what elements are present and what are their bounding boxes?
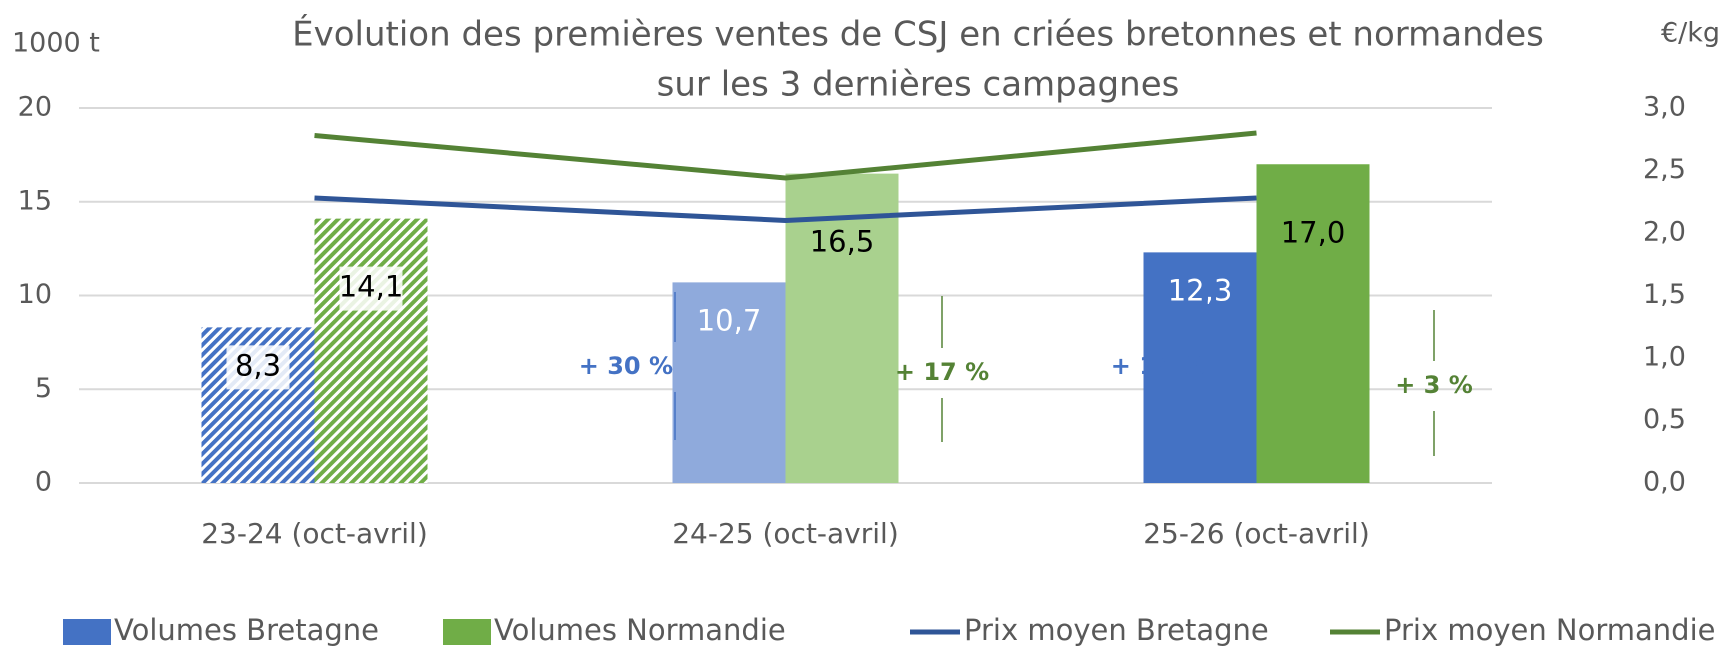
label-background (339, 266, 403, 311)
data-label: 16,5 (810, 225, 875, 259)
legend-label: Prix moyen Bretagne (964, 613, 1269, 647)
y2-axis-label: €/kg (1661, 18, 1720, 49)
price-line (314, 130, 1257, 181)
legend-swatch (63, 619, 111, 645)
y-tick-label: 10 (18, 279, 52, 310)
y2-tick-label: 1,5 (1643, 279, 1686, 310)
chart-title: Évolution des premières ventes de CSJ en… (292, 14, 1544, 55)
annotation: + 3 % (1395, 371, 1473, 399)
annotation: + 30 % (579, 352, 673, 380)
data-label: 17,0 (1281, 215, 1346, 249)
y-axis-label: 1000 t (12, 28, 100, 59)
bar (314, 218, 428, 483)
legend-swatch (443, 619, 491, 645)
y2-tick-label: 2,0 (1643, 217, 1686, 248)
bar (1256, 164, 1370, 483)
y-tick-label: 5 (35, 373, 52, 404)
data-label: 12,3 (1168, 273, 1233, 307)
y-tick-label: 0 (35, 467, 52, 498)
bar (785, 173, 899, 483)
legend-label: Volumes Bretagne (114, 613, 379, 647)
label-background (226, 345, 290, 390)
bar (1143, 252, 1257, 483)
data-label: 10,7 (697, 303, 762, 337)
y-tick-label: 15 (18, 185, 52, 216)
y-tick-label: 20 (18, 92, 52, 123)
x-tick-label: 25-26 (oct-avril) (1143, 517, 1370, 550)
annotation: + 14 % (1111, 352, 1205, 380)
data-label: 8,3 (235, 348, 281, 382)
data-label: 14,1 (339, 270, 404, 304)
legend-label: Prix moyen Normandie (1384, 613, 1716, 647)
x-tick-label: 24-25 (oct-avril) (672, 517, 899, 550)
y2-tick-label: 3,0 (1643, 92, 1686, 123)
y2-tick-label: 1,0 (1643, 342, 1686, 373)
price-line (314, 195, 1257, 224)
legend-label: Volumes Normandie (494, 613, 786, 647)
y2-tick-label: 0,5 (1643, 404, 1686, 435)
x-tick-label: 23-24 (oct-avril) (201, 517, 428, 550)
chart-subtitle: sur les 3 dernières campagnes (657, 65, 1180, 105)
y2-tick-label: 2,5 (1643, 154, 1686, 185)
bar (672, 282, 786, 483)
annotation: + 17 % (895, 358, 989, 386)
y2-tick-label: 0,0 (1643, 467, 1686, 498)
